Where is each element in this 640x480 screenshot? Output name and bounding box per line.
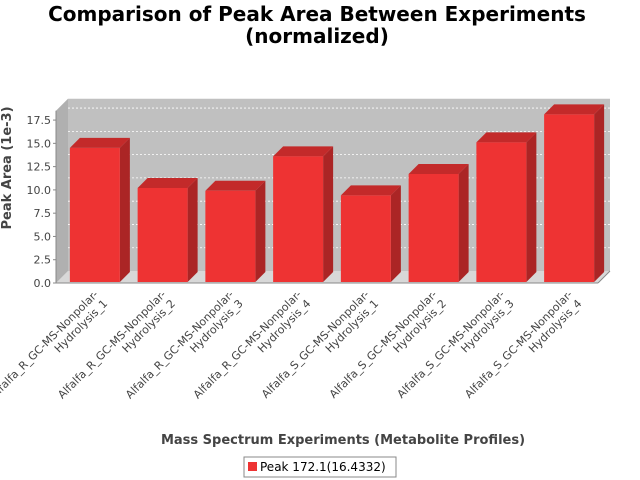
- x-tick-label-line: Alfalfa_R_GC-MS-Nonpolar-: [191, 288, 304, 401]
- bar-front: [205, 190, 256, 282]
- x-tick-label-line: Alfalfa_S_GC-MS-Nonpolar-: [327, 288, 440, 401]
- y-axis-label: Peak Area (1e-3): [0, 106, 15, 229]
- y-tick-label: 17.5: [27, 114, 52, 127]
- bar-front: [544, 114, 595, 282]
- x-tick-label-line: Alfalfa_S_GC-MS-Nonpolar-: [395, 288, 508, 401]
- bar-side: [119, 137, 130, 282]
- y-tick-label: 10.0: [27, 184, 52, 197]
- legend-box: [243, 456, 397, 478]
- y-tick-label: 7.5: [34, 207, 52, 220]
- bar-front: [340, 195, 391, 282]
- bar: [137, 177, 198, 282]
- bar-front: [69, 147, 120, 282]
- bar-top: [476, 132, 537, 143]
- bar-top: [408, 164, 469, 175]
- bar: [205, 180, 266, 282]
- plot-back-wall: [68, 98, 610, 271]
- bar-side: [594, 104, 605, 282]
- legend: Peak 172.1(16.4332): [243, 456, 397, 478]
- y-tick-label: 15.0: [27, 137, 52, 150]
- bar-front: [137, 187, 188, 282]
- x-tick-label-line: Alfalfa_S_GC-MS-Nonpolar-: [462, 288, 575, 401]
- bar-side: [187, 177, 198, 282]
- bar: [544, 104, 605, 282]
- plot-side-wall: [56, 98, 68, 283]
- bar-top: [137, 177, 198, 188]
- y-tick-label: 12.5: [27, 161, 52, 174]
- y-axis: 0.0 2.5 5.0 7.5 10.0 12.5 15.0 17.5: [27, 110, 611, 290]
- y-tick-label: 2.5: [34, 254, 52, 267]
- x-axis-label: Mass Spectrum Experiments (Metabolite Pr…: [161, 433, 525, 448]
- bar-front: [408, 174, 459, 282]
- bar-front: [273, 156, 324, 282]
- legend-swatch: [248, 462, 257, 471]
- bar-side: [526, 132, 537, 282]
- bar: [273, 146, 334, 282]
- y-tick-label: 0.0: [34, 277, 52, 290]
- bar-top: [205, 180, 266, 191]
- bars-group: [69, 104, 605, 282]
- bar-top: [273, 146, 334, 157]
- x-tick-label-line: Alfalfa_R_GC-MS-Nonpolar-: [123, 288, 236, 401]
- bar: [69, 137, 130, 282]
- y-tick-label: 5.0: [34, 230, 52, 243]
- legend-entry: Peak 172.1(16.4332): [260, 460, 386, 474]
- chart-title-line-2: (normalized): [245, 24, 389, 48]
- bar-top: [69, 137, 130, 148]
- bar-side: [323, 146, 334, 282]
- bar-side: [390, 185, 401, 282]
- x-tick-label-line: Alfalfa_S_GC-MS-Nonpolar-: [259, 288, 372, 401]
- bar-front: [476, 142, 527, 282]
- bar-top: [340, 185, 401, 196]
- chart-title-line-1: Comparison of Peak Area Between Experime…: [48, 2, 586, 26]
- x-axis-edge: [597, 270, 611, 284]
- bar: [408, 164, 469, 282]
- x-tick-label-line: Alfalfa_R_GC-MS-Nonpolar-: [0, 288, 101, 401]
- bar: [476, 132, 537, 282]
- bar-side: [458, 164, 469, 282]
- x-axis: Alfalfa_R_GC-MS-Nonpolar-Hydrolysis_1Alf…: [0, 288, 584, 401]
- bar: [340, 185, 401, 282]
- bar-side: [255, 180, 266, 282]
- x-tick-label-line: Alfalfa_R_GC-MS-Nonpolar-: [55, 288, 168, 401]
- bar-top: [544, 104, 605, 115]
